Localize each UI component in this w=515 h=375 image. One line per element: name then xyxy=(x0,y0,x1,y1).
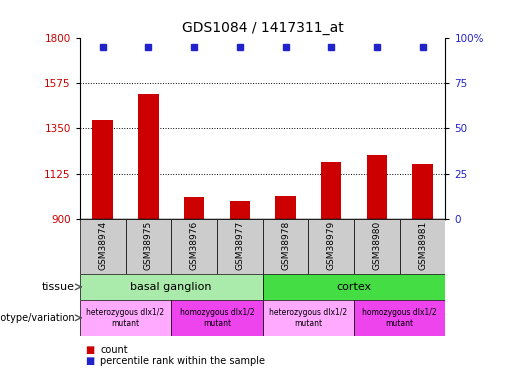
Text: tissue: tissue xyxy=(42,282,75,292)
Text: heterozygous dlx1/2
mutant: heterozygous dlx1/2 mutant xyxy=(87,308,165,327)
Text: homozygous dlx1/2
mutant: homozygous dlx1/2 mutant xyxy=(180,308,254,327)
Bar xyxy=(80,274,263,300)
Bar xyxy=(263,274,445,300)
Text: GSM38980: GSM38980 xyxy=(372,221,382,270)
Bar xyxy=(138,94,159,219)
Bar xyxy=(263,300,354,336)
Text: GSM38975: GSM38975 xyxy=(144,221,153,270)
Bar xyxy=(308,219,354,274)
Text: percentile rank within the sample: percentile rank within the sample xyxy=(100,356,265,366)
Bar xyxy=(367,155,387,219)
Text: GSM38977: GSM38977 xyxy=(235,221,244,270)
Text: ■: ■ xyxy=(85,356,94,366)
Bar xyxy=(80,300,171,336)
Bar xyxy=(413,164,433,219)
Text: GSM38974: GSM38974 xyxy=(98,221,107,270)
Bar xyxy=(217,219,263,274)
Title: GDS1084 / 1417311_at: GDS1084 / 1417311_at xyxy=(182,21,344,35)
Bar xyxy=(80,219,126,274)
Text: count: count xyxy=(100,345,128,355)
Text: cortex: cortex xyxy=(336,282,372,292)
Bar xyxy=(321,162,341,219)
Bar xyxy=(354,219,400,274)
Text: heterozygous dlx1/2
mutant: heterozygous dlx1/2 mutant xyxy=(269,308,348,327)
Bar xyxy=(400,219,445,274)
Text: GSM38979: GSM38979 xyxy=(327,221,336,270)
Bar xyxy=(354,300,445,336)
Bar xyxy=(171,219,217,274)
Text: ■: ■ xyxy=(85,345,94,355)
Bar xyxy=(230,201,250,219)
Bar xyxy=(92,120,113,219)
Bar xyxy=(171,300,263,336)
Bar xyxy=(275,196,296,219)
Bar xyxy=(126,219,171,274)
Text: GSM38981: GSM38981 xyxy=(418,221,427,270)
Bar xyxy=(263,219,308,274)
Text: GSM38978: GSM38978 xyxy=(281,221,290,270)
Text: genotype/variation: genotype/variation xyxy=(0,313,75,323)
Text: GSM38976: GSM38976 xyxy=(190,221,199,270)
Text: homozygous dlx1/2
mutant: homozygous dlx1/2 mutant xyxy=(363,308,437,327)
Text: basal ganglion: basal ganglion xyxy=(130,282,212,292)
Bar xyxy=(184,197,204,219)
